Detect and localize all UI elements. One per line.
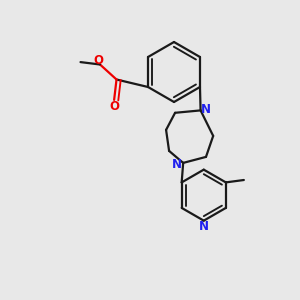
Text: O: O [94, 54, 103, 67]
Text: N: N [172, 158, 182, 171]
Text: O: O [109, 100, 119, 113]
Text: N: N [201, 103, 211, 116]
Text: N: N [199, 220, 209, 232]
